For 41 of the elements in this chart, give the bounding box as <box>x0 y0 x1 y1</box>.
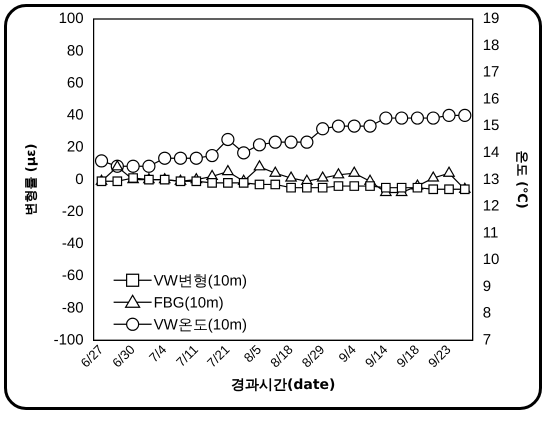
y2-tick-label: 15 <box>482 117 500 134</box>
legend-label: VW변형(10m) <box>154 272 247 290</box>
x-tick-label: 9/14 <box>362 342 390 370</box>
x-tick-label: 7/4 <box>146 342 170 366</box>
y2-tick-label: 11 <box>482 224 498 242</box>
y-tick-label: 80 <box>66 42 84 60</box>
x-tick-label: 8/5 <box>240 342 264 366</box>
x-tick-label: 8/29 <box>298 342 328 370</box>
y-tick-label: 20 <box>66 138 84 156</box>
y-tick-label: 0 <box>75 170 84 188</box>
y-tick-label: 60 <box>66 74 84 92</box>
y2-tick-label: 19 <box>482 10 500 28</box>
y-tick-label: 40 <box>66 106 84 124</box>
y2-axis-title: 온도 (℃) <box>514 150 529 209</box>
x-tick-label: 9/4 <box>336 342 359 366</box>
y2-tick-label: 18 <box>482 36 500 54</box>
x-tick-label: 7/21 <box>204 342 233 370</box>
y-tick-label: -80 <box>62 299 84 316</box>
x-tick-label: 9/18 <box>394 342 422 370</box>
x-tick-label: 7/11 <box>173 342 201 370</box>
legend-label: VW온도(10m) <box>154 316 247 334</box>
y2-tick-label: 10 <box>482 251 500 268</box>
y-tick-label: 100 <box>58 10 84 28</box>
y2-tick-label: 9 <box>482 278 492 295</box>
y2-tick-label: 8 <box>482 304 492 322</box>
x-tick-label: 8/18 <box>267 342 296 370</box>
y2-tick-label: 17 <box>482 64 500 81</box>
y-axis-title: 변형률 (με) <box>24 144 40 216</box>
x-tick-label: 6/30 <box>109 342 138 370</box>
y2-tick-label: 16 <box>482 90 500 108</box>
legend-label: FBG(10m) <box>154 294 224 312</box>
y-tick-label: -40 <box>62 235 84 252</box>
x-axis-title: 경과시간(date) <box>230 377 336 394</box>
y2-tick-label: 14 <box>482 144 500 162</box>
y2-tick-label: 7 <box>482 331 492 348</box>
y-tick-label: -20 <box>62 202 84 220</box>
x-tick-label: 9/23 <box>425 342 454 370</box>
y2-tick-label: 13 <box>482 170 500 188</box>
y2-tick-label: 12 <box>482 198 500 215</box>
y-tick-label: -60 <box>62 267 84 284</box>
y-tick-label: -100 <box>54 331 84 348</box>
